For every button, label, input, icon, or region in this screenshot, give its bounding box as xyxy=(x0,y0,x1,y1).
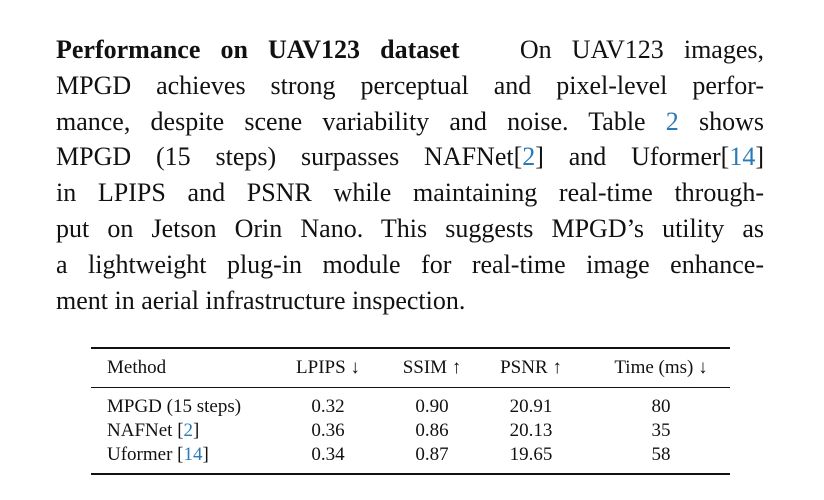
table-row: MPGD (15 steps) 0.32 0.90 20.91 80 xyxy=(91,395,730,419)
line-text: MPGD achieves strong perceptual and pixe… xyxy=(56,70,764,100)
table-header-row: Method LPIPS ↓ SSIM ↑ PSNR ↑ Time (ms) ↓ xyxy=(91,349,730,387)
header-time: Time (ms) ↓ xyxy=(614,357,708,378)
line-text: mance, despite scene variability and noi… xyxy=(56,106,666,136)
cell-ssim: 0.87 xyxy=(415,444,449,465)
line-text: ment in aerial infrastructure inspection… xyxy=(56,285,466,315)
header-method: Method xyxy=(107,357,167,378)
cell-lpips: 0.34 xyxy=(311,444,345,465)
header-lpips: LPIPS ↓ xyxy=(296,357,360,378)
line-text: ] xyxy=(755,142,765,172)
paragraph-line-5: in LPIPS and PSNR while maintaining real… xyxy=(56,175,764,211)
cell-method: MPGD (15 steps) xyxy=(107,395,241,419)
citation-link[interactable]: 2 xyxy=(183,420,194,441)
header-ssim: SSIM ↑ xyxy=(402,357,462,378)
table-header-rule xyxy=(91,387,730,388)
cell-psnr: 20.91 xyxy=(509,396,553,417)
section-heading: Performance on UAV123 dataset xyxy=(56,35,460,64)
cell-ssim: 0.86 xyxy=(415,420,449,441)
paragraph-line-3: mance, despite scene variability and noi… xyxy=(56,104,764,140)
cell-time: 35 xyxy=(651,420,671,441)
paragraph-line-8: ment in aerial infrastructure inspection… xyxy=(56,283,764,319)
cell-psnr: 20.13 xyxy=(509,420,553,441)
cell-psnr: 19.65 xyxy=(509,444,553,465)
table-bottom-rule xyxy=(91,473,730,475)
method-name: MPGD (15 steps) xyxy=(107,396,242,417)
cell-method: Uformer [14] xyxy=(107,443,209,467)
citation-link[interactable]: 2 xyxy=(665,106,679,136)
line-text: On UAV123 images, xyxy=(519,35,765,64)
paragraph-line-7: a lightweight plug-in module for real-ti… xyxy=(56,247,764,283)
table-top-rule xyxy=(91,347,730,349)
paragraph-line-2: MPGD achieves strong perceptual and pixe… xyxy=(56,68,764,104)
paragraph-line-4: MPGD (15 steps) surpasses NAFNet[2] and … xyxy=(56,139,764,175)
citation-link[interactable]: 2 xyxy=(522,142,536,172)
paragraph-line-6: put on Jetson Orin Nano. This suggests M… xyxy=(56,211,764,247)
line-text: put on Jetson Orin Nano. This suggests M… xyxy=(56,213,764,243)
line-text: MPGD (15 steps) surpasses NAFNet[ xyxy=(56,142,523,172)
paragraph-line-1: Performance on UAV123 dataset On UAV123 … xyxy=(56,32,764,68)
table-row: NAFNet [2] 0.36 0.86 20.13 35 xyxy=(91,419,730,443)
line-text: a lightweight plug-in module for real-ti… xyxy=(56,249,764,279)
line-text: shows xyxy=(678,106,765,136)
cell-ssim: 0.90 xyxy=(415,396,449,417)
bracket: ] xyxy=(193,420,200,441)
table-row: Uformer [14] 0.34 0.87 19.65 58 xyxy=(91,443,730,467)
cell-time: 58 xyxy=(651,444,671,465)
cell-lpips: 0.32 xyxy=(311,396,345,417)
cell-method: NAFNet [2] xyxy=(107,419,199,443)
header-psnr: PSNR ↑ xyxy=(500,357,562,378)
citation-link[interactable]: 14 xyxy=(729,142,756,172)
cell-time: 80 xyxy=(651,396,671,417)
section-paragraph: Performance on UAV123 dataset On UAV123 … xyxy=(56,32,764,318)
method-name: NAFNet [ xyxy=(107,420,184,441)
bracket: ] xyxy=(202,444,209,465)
method-name: Uformer [ xyxy=(107,444,184,465)
cell-lpips: 0.36 xyxy=(311,420,345,441)
line-text: ] and Uformer[ xyxy=(535,142,730,172)
results-table: Method LPIPS ↓ SSIM ↑ PSNR ↑ Time (ms) ↓… xyxy=(91,347,730,475)
citation-link[interactable]: 14 xyxy=(183,444,203,465)
line-text: in LPIPS and PSNR while maintaining real… xyxy=(56,178,764,208)
